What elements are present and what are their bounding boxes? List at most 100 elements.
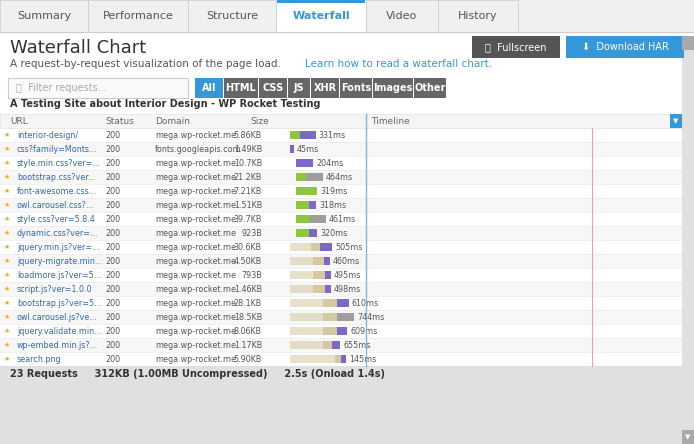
Text: Waterfall Chart: Waterfall Chart xyxy=(10,39,146,57)
Bar xyxy=(188,0,276,32)
Bar xyxy=(0,310,682,324)
Text: 610ms: 610ms xyxy=(352,298,379,308)
Text: ★: ★ xyxy=(4,272,10,278)
Text: ★: ★ xyxy=(4,174,10,180)
Bar xyxy=(0,128,682,142)
Text: History: History xyxy=(458,11,498,21)
Text: ★: ★ xyxy=(4,286,10,292)
Bar xyxy=(320,243,332,251)
Bar xyxy=(290,257,313,265)
Bar xyxy=(0,268,682,282)
Bar xyxy=(290,313,323,321)
Text: 200: 200 xyxy=(105,341,121,349)
Text: Summary: Summary xyxy=(17,11,71,21)
Text: 505ms: 505ms xyxy=(335,242,362,251)
Text: 200: 200 xyxy=(105,186,121,195)
Text: 319ms: 319ms xyxy=(320,186,348,195)
Text: ▼: ▼ xyxy=(685,434,691,440)
Bar xyxy=(337,299,348,307)
Bar xyxy=(290,355,335,363)
Bar xyxy=(8,78,188,98)
Bar xyxy=(0,296,682,310)
Bar xyxy=(337,327,347,335)
Bar xyxy=(259,78,287,98)
Text: 498ms: 498ms xyxy=(334,285,361,293)
Text: Size: Size xyxy=(250,116,269,126)
Text: ⬇  Download HAR: ⬇ Download HAR xyxy=(582,42,668,52)
Bar xyxy=(682,430,694,444)
Text: mega.wp-rocket.me: mega.wp-rocket.me xyxy=(155,257,236,266)
Text: ★: ★ xyxy=(4,230,10,236)
Text: mega.wp-rocket.me: mega.wp-rocket.me xyxy=(155,341,236,349)
Text: ★: ★ xyxy=(4,132,10,138)
Bar xyxy=(472,36,560,58)
Text: 655ms: 655ms xyxy=(344,341,371,349)
Text: jquery.min.js?ver=...: jquery.min.js?ver=... xyxy=(17,242,100,251)
Bar xyxy=(309,229,317,237)
Text: 1.46KB: 1.46KB xyxy=(234,285,262,293)
Text: 461ms: 461ms xyxy=(328,214,355,223)
Text: Fonts: Fonts xyxy=(341,83,371,93)
Bar xyxy=(224,78,258,98)
Text: owl.carousel.css?...: owl.carousel.css?... xyxy=(17,201,94,210)
Bar xyxy=(0,184,682,198)
Bar xyxy=(323,313,337,321)
Bar xyxy=(682,36,694,50)
Bar xyxy=(0,0,694,32)
Text: 200: 200 xyxy=(105,131,121,139)
Bar xyxy=(0,0,88,32)
Bar xyxy=(311,243,320,251)
Text: 923B: 923B xyxy=(242,229,262,238)
Text: 1.17KB: 1.17KB xyxy=(234,341,262,349)
Text: mega.wp-rocket.me: mega.wp-rocket.me xyxy=(155,186,236,195)
Bar xyxy=(0,338,682,352)
Text: script.js?ver=1.0.0: script.js?ver=1.0.0 xyxy=(17,285,92,293)
Text: mega.wp-rocket.me: mega.wp-rocket.me xyxy=(155,354,236,364)
Text: A request-by-request visualization of the page load.: A request-by-request visualization of th… xyxy=(10,59,284,69)
Text: 200: 200 xyxy=(105,285,121,293)
Text: 10.7KB: 10.7KB xyxy=(234,159,262,167)
Text: mega.wp-rocket.me: mega.wp-rocket.me xyxy=(155,285,236,293)
Text: Domain: Domain xyxy=(155,116,190,126)
Bar xyxy=(323,299,337,307)
Text: style.min.css?ver=...: style.min.css?ver=... xyxy=(17,159,101,167)
Text: jquery.validate.min...: jquery.validate.min... xyxy=(17,326,101,336)
Text: 23 Requests     312KB (1.00MB Uncompressed)     2.5s (Onload 1.4s): 23 Requests 312KB (1.00MB Uncompressed) … xyxy=(10,369,385,379)
Text: HTML: HTML xyxy=(226,83,256,93)
Bar xyxy=(670,114,682,128)
Text: ▼: ▼ xyxy=(673,118,679,124)
Bar xyxy=(325,271,330,279)
Text: 320ms: 320ms xyxy=(320,229,348,238)
Bar xyxy=(300,131,316,139)
Bar xyxy=(332,341,340,349)
Bar xyxy=(0,366,694,444)
Text: 45ms: 45ms xyxy=(297,144,319,154)
Text: Images: Images xyxy=(373,83,413,93)
Bar xyxy=(296,215,310,223)
Bar xyxy=(290,285,313,293)
Text: 7.21KB: 7.21KB xyxy=(234,186,262,195)
Text: owl.carousel.js?ve...: owl.carousel.js?ve... xyxy=(17,313,98,321)
Bar xyxy=(313,285,325,293)
Bar xyxy=(0,352,682,366)
Text: 200: 200 xyxy=(105,298,121,308)
Bar xyxy=(311,78,339,98)
Text: 30.6KB: 30.6KB xyxy=(234,242,262,251)
Text: mega.wp-rocket.me: mega.wp-rocket.me xyxy=(155,298,236,308)
Bar xyxy=(296,229,309,237)
Text: 200: 200 xyxy=(105,313,121,321)
Bar xyxy=(0,254,682,268)
Text: Waterfall: Waterfall xyxy=(292,11,350,21)
Text: css?family=Monts...: css?family=Monts... xyxy=(17,144,97,154)
Bar xyxy=(0,226,682,240)
Bar xyxy=(0,198,682,212)
Text: Performance: Performance xyxy=(103,11,174,21)
Bar xyxy=(340,78,372,98)
Bar xyxy=(296,173,306,181)
Text: 200: 200 xyxy=(105,326,121,336)
Text: 200: 200 xyxy=(105,229,121,238)
Text: ★: ★ xyxy=(4,314,10,320)
Bar xyxy=(438,0,518,32)
Text: ⛶  Fullscreen: ⛶ Fullscreen xyxy=(485,42,547,52)
Text: ★: ★ xyxy=(4,188,10,194)
